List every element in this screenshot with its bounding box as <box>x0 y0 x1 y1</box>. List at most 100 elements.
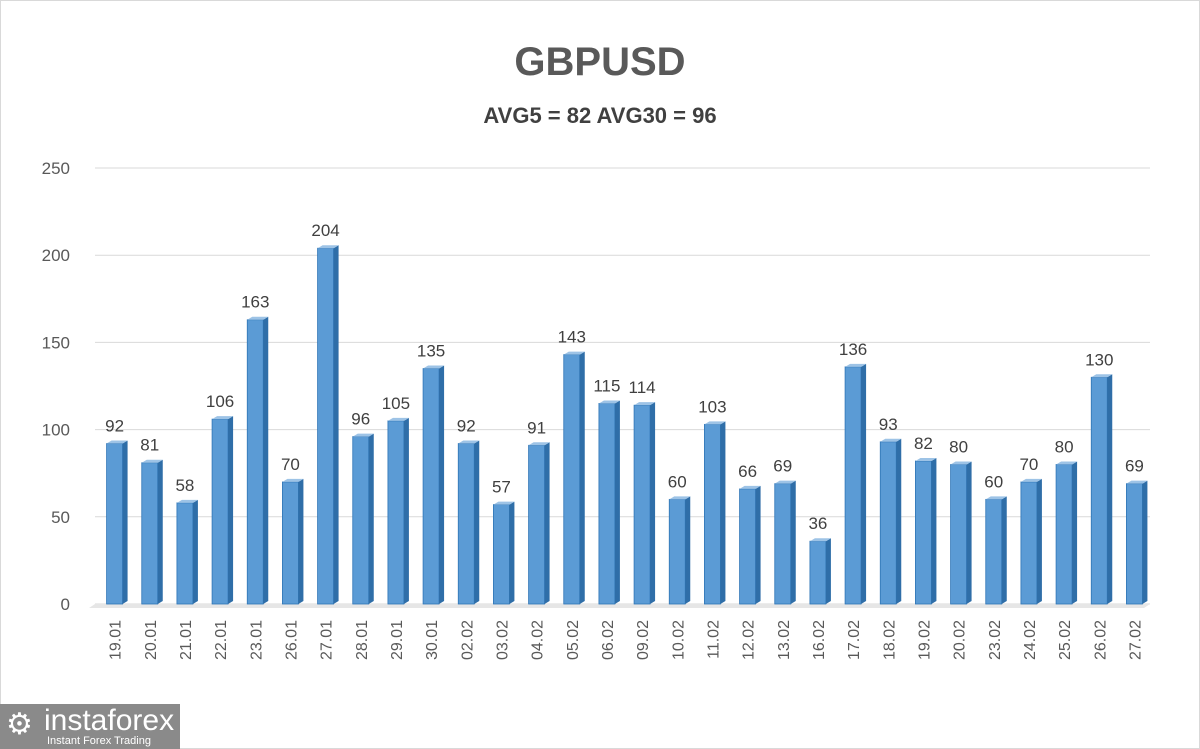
bar <box>1126 483 1143 605</box>
bar <box>106 443 123 605</box>
bar-top <box>634 402 656 406</box>
bar-top <box>212 416 234 420</box>
data-label: 36 <box>808 514 827 533</box>
bar <box>176 502 194 605</box>
bar-top <box>247 316 269 320</box>
bar-top <box>669 496 691 500</box>
x-tick-label: 04.02 <box>530 620 547 660</box>
instaforex-logo: ⚙ instaforex Instant Forex Trading <box>0 704 180 749</box>
bar <box>704 423 721 605</box>
x-tick-label: 09.02 <box>635 620 652 660</box>
bar-side <box>439 365 445 604</box>
data-label: 66 <box>738 462 757 481</box>
bar-side <box>1142 480 1148 604</box>
x-tick-label: 12.02 <box>741 620 758 660</box>
logo-name: instaforex <box>44 704 175 737</box>
data-label: 96 <box>351 410 370 429</box>
bar-side <box>474 440 480 604</box>
bar-top <box>528 442 550 446</box>
y-tick-label: 50 <box>51 508 70 527</box>
data-label: 93 <box>879 415 898 434</box>
y-tick-label: 100 <box>42 421 70 440</box>
bar-side <box>931 457 937 604</box>
bar-top <box>1126 480 1148 484</box>
bar-top <box>282 478 304 482</box>
x-tick-label: 02.02 <box>459 620 476 660</box>
data-label: 204 <box>311 221 339 240</box>
bar-top <box>458 440 480 444</box>
bar-top <box>880 438 902 442</box>
bar <box>1020 481 1038 605</box>
bar <box>879 441 897 605</box>
bar <box>387 420 405 605</box>
bar-top <box>985 496 1007 500</box>
data-label: 114 <box>629 378 656 397</box>
data-label: 135 <box>417 342 445 361</box>
bar-top <box>317 245 339 249</box>
bar-side <box>966 461 972 604</box>
data-label: 70 <box>1019 455 1038 474</box>
data-label: 106 <box>206 392 234 411</box>
bar <box>352 436 370 605</box>
bar-side <box>825 538 831 604</box>
bar <box>1090 376 1108 605</box>
y-tick-label: 250 <box>42 159 70 178</box>
bar-side <box>650 402 656 604</box>
bar-top <box>387 417 409 421</box>
bar-side <box>228 416 234 604</box>
y-tick-label: 150 <box>42 333 70 352</box>
x-tick-label: 23.01 <box>248 620 265 660</box>
bar <box>493 504 510 605</box>
data-label: 81 <box>140 436 159 455</box>
data-label: 115 <box>593 376 620 395</box>
bar-side <box>579 351 585 604</box>
x-tick-label: 25.02 <box>1057 620 1074 660</box>
x-tick-label: 28.01 <box>354 620 371 660</box>
bar-top <box>704 421 726 425</box>
x-tick-label: 24.02 <box>1022 620 1039 660</box>
data-label: 105 <box>382 394 410 413</box>
data-label: 58 <box>175 476 194 495</box>
bar <box>141 462 159 605</box>
data-label: 80 <box>1055 437 1074 456</box>
y-tick-label: 200 <box>42 246 70 265</box>
bar-side <box>368 433 374 604</box>
x-tick-label: 26.01 <box>283 620 300 660</box>
x-tick-label: 03.02 <box>494 620 511 660</box>
bar-side <box>685 496 691 604</box>
gear-logo-icon: ⚙ <box>6 708 33 741</box>
bar <box>563 354 581 605</box>
data-label: 57 <box>492 478 511 497</box>
bar-side <box>1107 374 1113 604</box>
x-tick-label: 29.01 <box>389 620 406 660</box>
bar-top <box>845 363 867 367</box>
bar-side <box>790 480 796 604</box>
bar-top <box>809 538 831 542</box>
data-label: 69 <box>773 457 792 476</box>
bar-side <box>1036 478 1042 604</box>
x-tick-label: 21.01 <box>178 620 195 660</box>
x-tick-label: 23.02 <box>987 620 1004 660</box>
bar <box>528 444 545 605</box>
bar-side <box>755 485 761 604</box>
bar-top <box>1091 374 1113 378</box>
x-tick-label: 17.02 <box>846 620 863 660</box>
data-label: 70 <box>281 455 300 474</box>
x-tick-label: 30.01 <box>424 620 441 660</box>
data-label: 163 <box>241 293 269 312</box>
x-tick-label: 06.02 <box>600 620 617 660</box>
bar <box>915 460 932 605</box>
x-tick-label: 22.01 <box>213 620 230 660</box>
bar-side <box>614 400 620 604</box>
bar <box>1055 464 1073 605</box>
data-label: 80 <box>949 437 968 456</box>
data-label: 92 <box>457 417 476 436</box>
x-tick-label: 10.02 <box>670 620 687 660</box>
data-label: 91 <box>527 418 546 437</box>
logo-tagline: Instant Forex Trading <box>47 735 151 747</box>
x-tick-label: 13.02 <box>776 620 793 660</box>
bar-top <box>1056 461 1078 465</box>
bar <box>633 404 651 605</box>
bar <box>739 488 756 605</box>
bar <box>668 498 686 605</box>
